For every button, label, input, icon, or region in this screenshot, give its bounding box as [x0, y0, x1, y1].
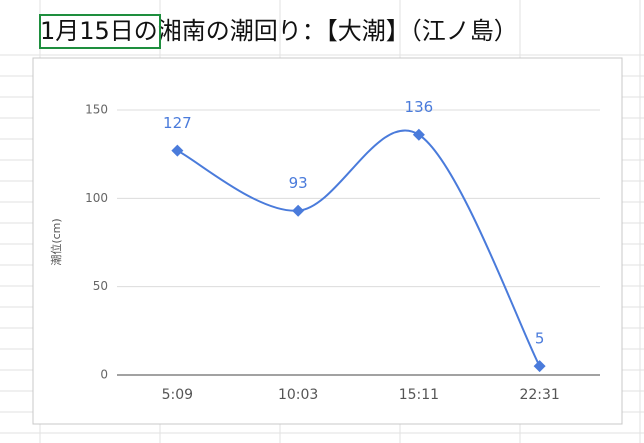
y-tick-label: 50	[93, 279, 108, 293]
data-line	[176, 129, 541, 367]
data-point	[412, 128, 425, 141]
plot: 0 50 100 150 5:09 10:03 15:11 22:31 127 93 136 5	[85, 98, 600, 403]
data-label: 136	[405, 98, 434, 116]
chart-area	[32, 57, 623, 425]
data-point	[292, 204, 305, 217]
x-tick-label: 22:31	[519, 387, 559, 403]
cell-selection	[39, 14, 161, 49]
cell-title: 1月15日の湘南の潮回り：【大潮】（江ノ島）	[40, 17, 518, 45]
x-tick-label: 5:09	[162, 387, 193, 403]
data-point	[171, 144, 184, 157]
y-tick-label: 100	[85, 191, 108, 205]
data-label: 127	[163, 114, 192, 132]
data-label: 93	[289, 174, 308, 192]
y-tick-label: 150	[85, 103, 108, 117]
x-tick-label: 10:03	[278, 387, 318, 403]
y-tick-label: 0	[100, 368, 108, 382]
y-axis-title: 潮位(cm)	[49, 218, 63, 265]
data-label: 5	[535, 330, 545, 348]
x-tick-label: 15:11	[399, 387, 439, 403]
data-point	[533, 360, 546, 373]
